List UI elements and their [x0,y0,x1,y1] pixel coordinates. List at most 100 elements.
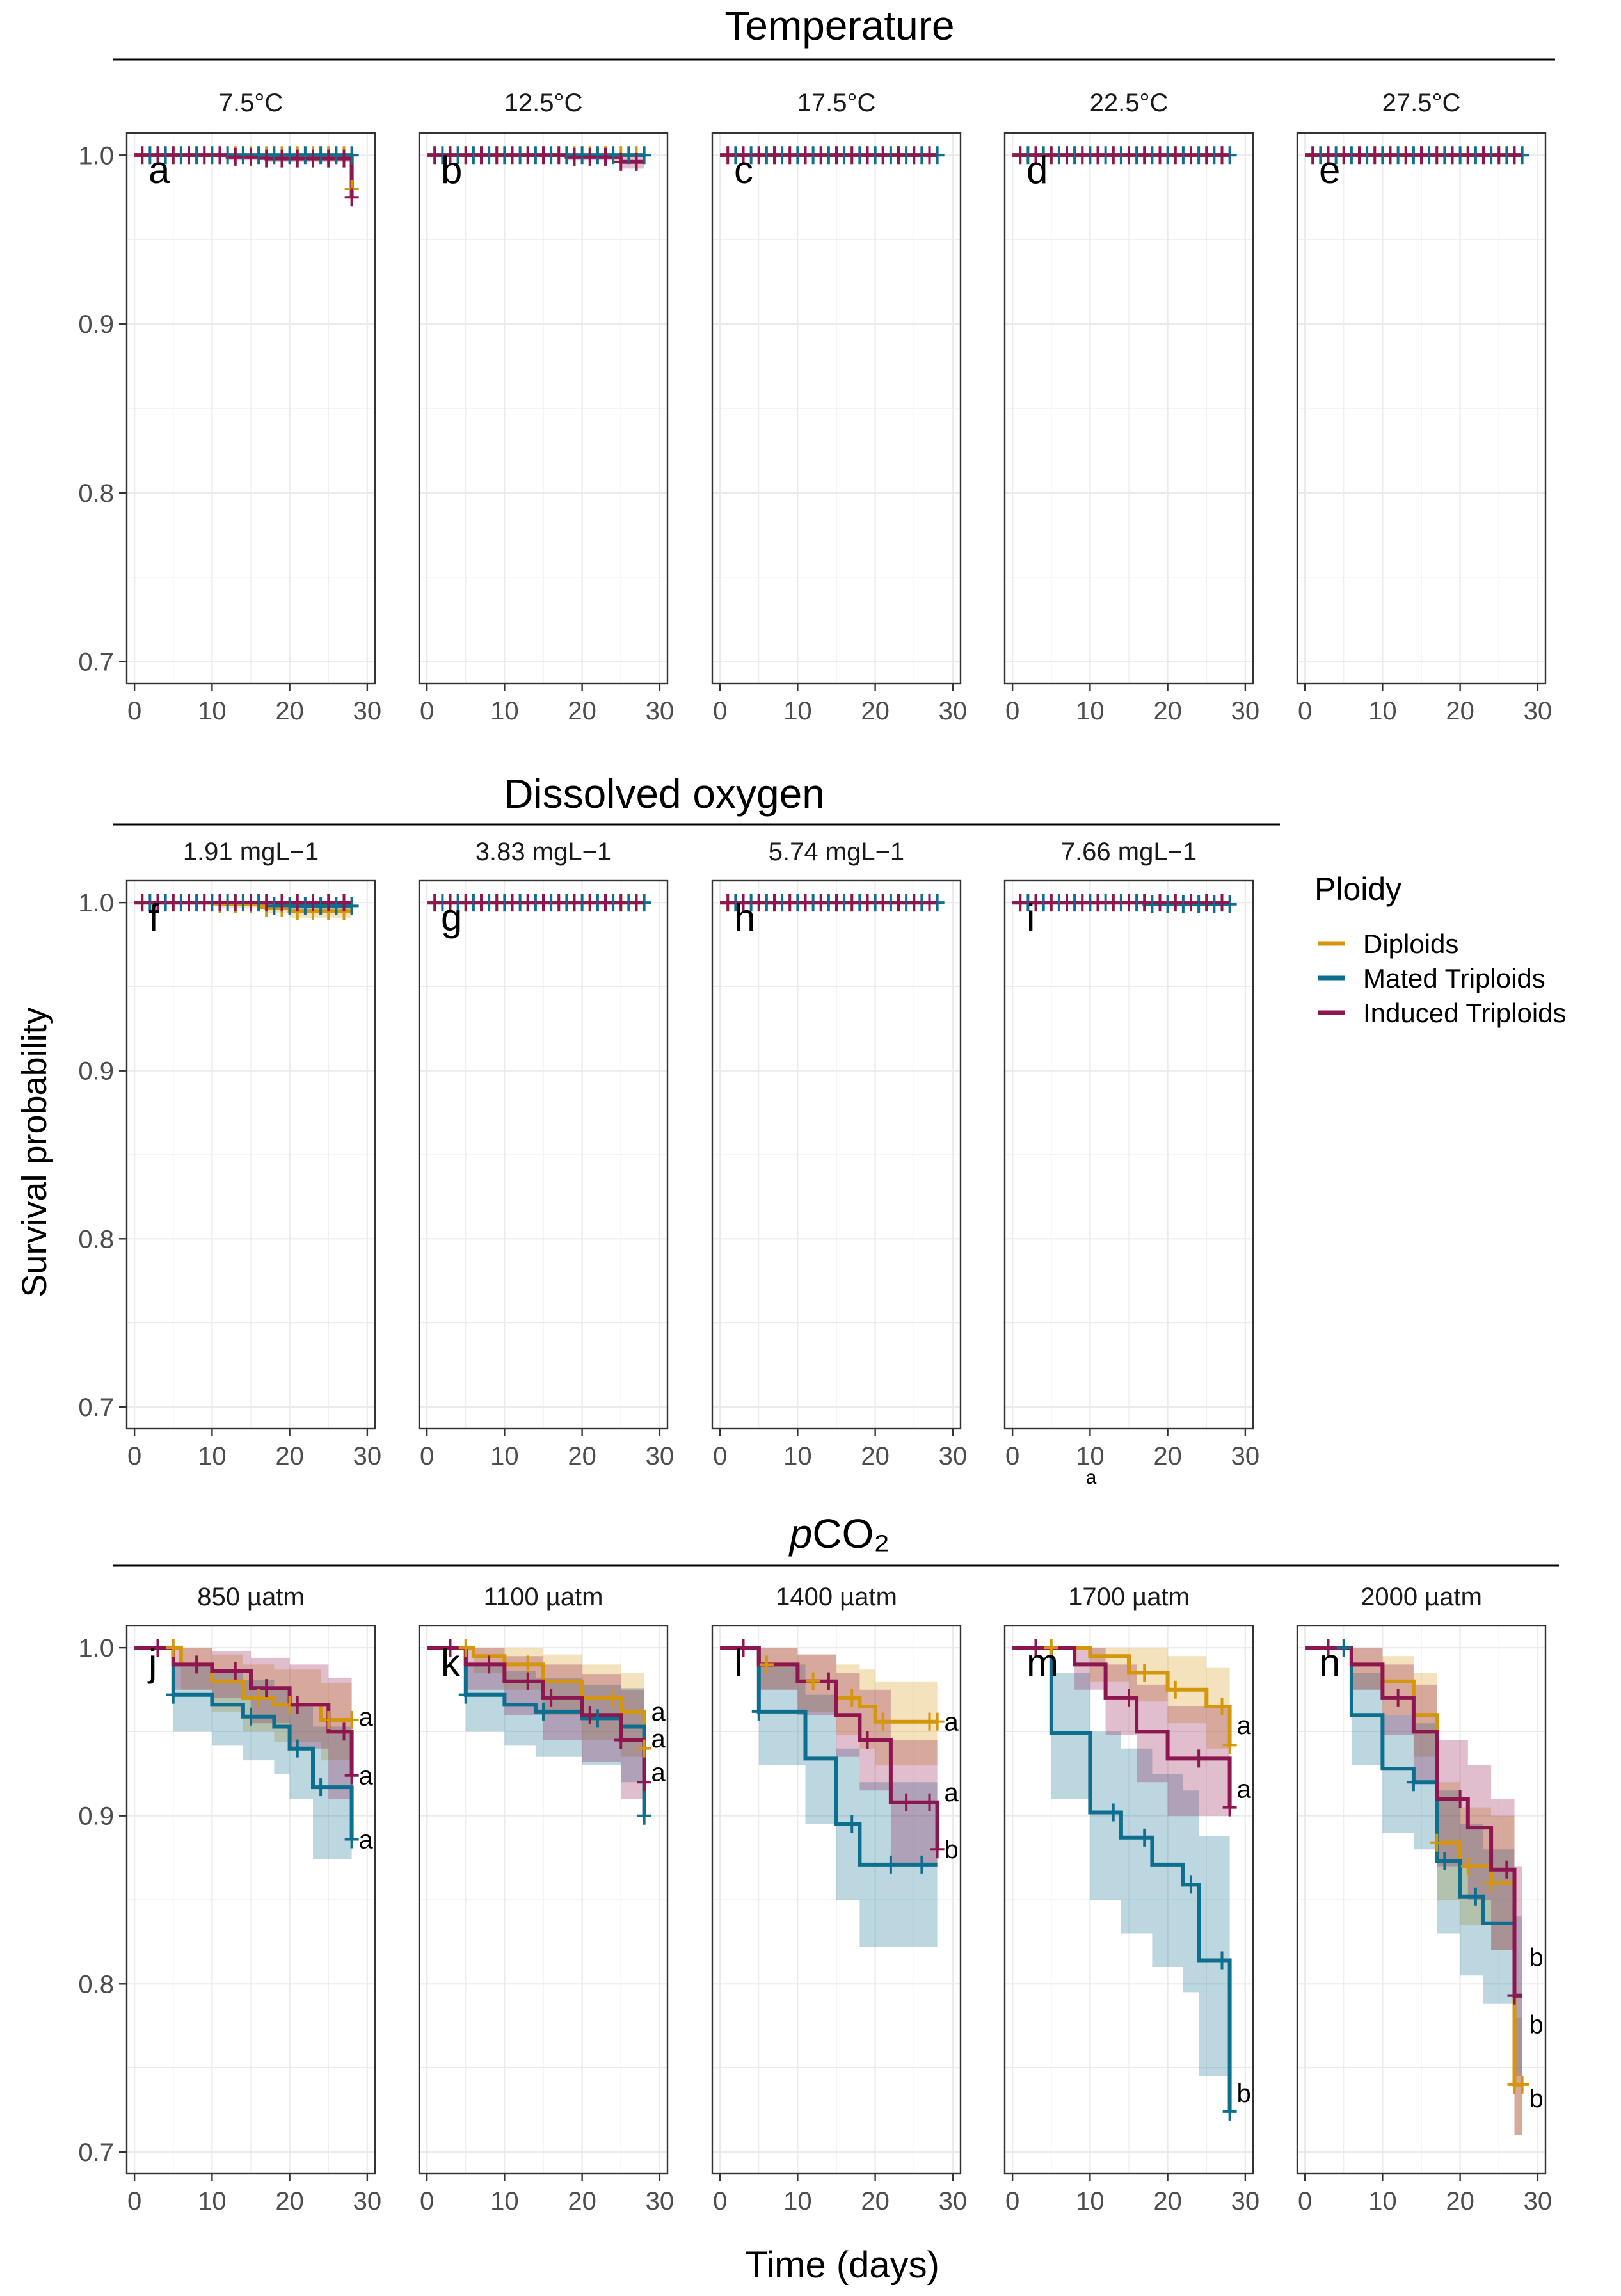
censor-mark-ind [922,1793,937,1811]
panel-border [418,132,669,685]
panel-letter: g [441,896,462,939]
censor-mark-mat [267,146,282,165]
censor-mark-ind [891,894,906,912]
censor-mark-ind [228,1662,243,1680]
censor-mark-ind [1453,1790,1467,1808]
panel-border [1003,1625,1254,2175]
censor-mark-mat [637,146,651,165]
significance-letter: b [1529,2011,1543,2039]
censor-mark-ind [1321,146,1336,165]
censor-mark-ind [582,894,597,912]
censor-mark-ind [1013,146,1028,165]
censor-mark-ind [1122,894,1136,912]
censor-mark-mat [252,146,266,165]
censor-mark-ind [1391,1689,1405,1707]
plot-area [1012,894,1237,913]
censor-mark-ind [1153,146,1167,165]
censor-mark-ind [337,149,351,168]
censor-mark-ind [1122,146,1136,165]
censor-mark-dip [1215,1698,1229,1716]
censor-mark-ind [306,894,320,912]
censor-mark-mat [1215,1951,1229,1970]
y-tick-label: 0.7 [78,648,114,677]
facet-label: 1100 µatm [484,1583,603,1611]
censor-mark-ind [783,146,797,165]
censor-mark-ind [1153,894,1167,912]
plot-area [427,894,651,912]
x-tick-label: 0 [127,697,141,725]
panel-border [418,1625,669,2175]
censor-mark-dip [520,1655,535,1674]
x-tick-label: 10 [1076,697,1105,725]
censor-mark-ind [189,1655,204,1674]
censor-mark-dip [458,1639,473,1657]
section-title-temperature: Temperature [724,3,954,49]
ci-band-ind [1305,1648,1522,2135]
censor-mark-ind [197,146,212,165]
censor-mark-ind [891,146,906,165]
panel-i: 7.66 mgL−1 i 0 10 20 30 [1003,838,1259,1470]
censor-mark-ind [1075,894,1090,912]
censor-mark-ind [182,146,196,165]
significance-letter: b [1529,2085,1543,2113]
x-tick-label: 10 [198,697,227,725]
censor-mark-ind [1028,146,1043,165]
facet-label: 850 µatm [197,1583,305,1611]
censor-mark-ind [344,188,359,207]
y-tick-label: 1.0 [78,889,114,917]
censor-mark-ind [845,894,859,912]
y-tick-label: 0.8 [78,479,114,508]
x-tick-label: 30 [939,2187,968,2215]
censor-mark-ind [829,894,843,912]
survival-line-ind [1012,1646,1232,1808]
significance-letter: a [1236,1712,1251,1740]
censor-mark-mat [282,897,297,915]
ci-band-dip [720,1648,938,1765]
significance-letter: b [1529,1943,1543,1971]
facet-label: 2000 µatm [1361,1583,1482,1611]
censor-mark-ind [736,1639,751,1657]
x-tick-label: 10 [490,697,519,725]
plot-area [720,894,945,912]
facet-label: 12.5°C [504,89,583,117]
censor-mark-ind [767,146,781,165]
x-tick-label: 30 [1524,697,1553,725]
censor-mark-ind [629,894,644,912]
censor-mark-ind [751,894,766,912]
censor-mark-ind [875,894,890,912]
censor-mark-mat [298,146,312,165]
legend-label-diploids: Diploids [1363,929,1458,959]
censor-mark-ind [582,147,597,166]
censor-mark-dip [321,1711,336,1730]
censor-mark-ind [197,894,212,912]
censor-mark-dip [875,1712,890,1731]
facet-label: 1.91 mgL−1 [183,838,319,866]
significance-letter: a [358,1762,373,1790]
censor-mark-dip [1460,1857,1475,1875]
censor-mark-mat [329,897,344,915]
x-tick-label: 20 [275,1442,304,1470]
plot-area [720,146,945,165]
y-tick-label: 0.8 [78,1225,114,1253]
censor-mark-ind [1106,146,1121,165]
censor-mark-mat [883,1855,898,1874]
censor-mark-ind [907,894,922,912]
panel-border [1003,879,1254,1430]
censor-mark-ind [150,1639,165,1657]
panel-letter: h [734,896,755,939]
censor-mark-ind [567,894,582,912]
censor-mark-ind [860,894,875,912]
ci-band-ind [134,1648,352,1799]
censor-mark-ind [290,1696,305,1714]
censor-mark-dip [606,1689,621,1707]
censor-mark-dip [1430,1833,1444,1852]
significance-letter: b [1236,2080,1250,2108]
x-tick-label: 0 [713,2187,727,2215]
censor-mark-ind [150,146,165,165]
censor-mark-ind [721,894,735,912]
censor-mark-ind [458,894,473,912]
censor-mark-mat [1184,1875,1198,1894]
panel-c: 17.5°C c 0 10 20 30 [711,89,967,725]
x-tick-label: 20 [1153,2187,1182,2215]
